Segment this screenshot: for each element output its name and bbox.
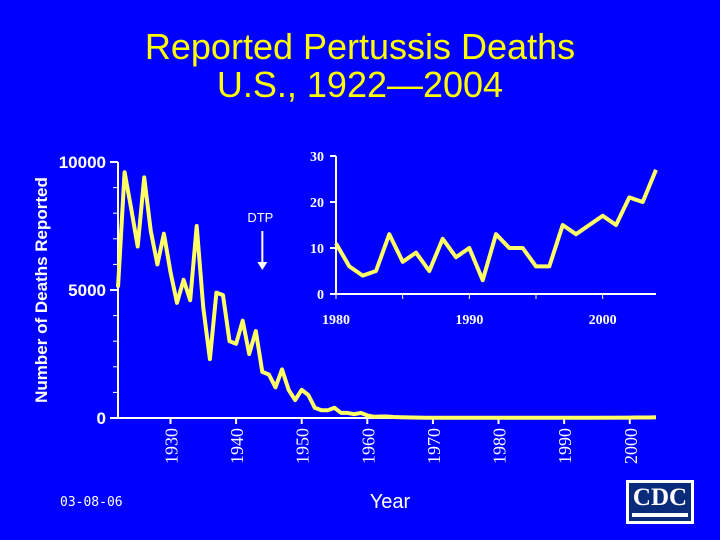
inset-x-tick-label: 2000 [589,313,617,328]
main-y-axis-label: Number of Deaths Reported [32,177,51,403]
main-y-tick-label: 5000 [68,281,106,300]
main-x-tick-label: 1970 [424,428,444,464]
main-x-ticks: 1930 1940 1950 1960 1970 1980 1990 2000 [161,418,641,464]
main-x-tick-label: 2000 [621,428,641,464]
inset-y-tick-label: 10 [310,242,324,257]
main-x-tick-label: 1930 [161,428,181,464]
cdc-logo: CDC [626,480,694,524]
main-x-tick-label: 1940 [227,428,247,464]
inset-y-ticks: 0 10 20 30 [310,150,336,303]
main-x-tick-label: 1980 [490,428,510,464]
inset-y-tick-label: 20 [310,196,324,211]
inset-chart: 0 10 20 30 1980 1990 2000 [310,150,658,328]
dtp-annotation-arrow [257,231,268,270]
title-line-1: Reported Pertussis Deaths [144,26,576,67]
main-chart: 0 5000 10000 1930 1940 1950 1960 1970 1980 1990 2… [32,153,657,513]
slide-title: Reported Pertussis Deaths U.S., 1922—200… [0,28,720,104]
main-y-minor-ticks [113,187,118,393]
main-y-tick-label: 0 [97,409,106,428]
inset-y-tick-label: 30 [310,150,324,165]
inset-x-tick-label: 1990 [455,313,483,328]
main-x-tick-label: 1950 [293,428,313,464]
main-x-axis-label: Year [370,491,411,513]
inset-x-tick-label: 1980 [322,313,350,328]
main-x-tick-label: 1990 [555,428,575,464]
dtp-annotation-label: DTP [247,210,273,225]
inset-series-line [334,169,658,283]
main-series-line [116,170,657,420]
main-y-ticks: 0 5000 10000 [59,153,118,428]
main-x-tick-label: 1960 [358,428,378,464]
main-y-tick-label: 10000 [59,153,106,172]
inset-y-tick-label: 0 [317,288,324,303]
cdc-logo-text: CDC [632,484,688,511]
title-line-2: U.S., 1922—2004 [216,64,504,105]
inset-x-ticks: 1980 1990 2000 [322,294,617,328]
footer-date: 03-08-06 [60,495,123,510]
